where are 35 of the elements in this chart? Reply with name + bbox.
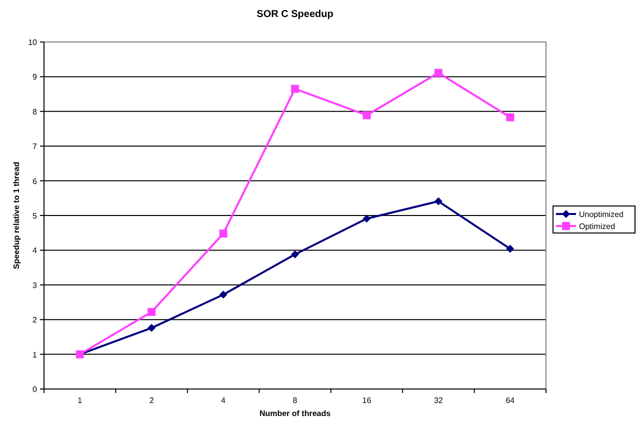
- chart-title: SOR C Speedup: [256, 9, 334, 20]
- x-tick-label: 4: [221, 396, 226, 405]
- x-tick-label: 64: [506, 396, 516, 405]
- y-tick-label: 6: [32, 176, 38, 186]
- point: [148, 324, 156, 332]
- legend-label: Unoptimized: [579, 210, 624, 219]
- point: [362, 111, 371, 120]
- point: [506, 244, 514, 253]
- point: [291, 84, 299, 93]
- y-tick-label: 7: [32, 142, 38, 152]
- x-tick-label: 16: [362, 396, 372, 405]
- y-tick-label: 8: [32, 107, 38, 116]
- y-tick-label: 3: [32, 280, 38, 290]
- y-tick-label: 4: [32, 246, 38, 256]
- y-axis-title: Speedup relative to 1 thread: [12, 162, 21, 270]
- x-axis-title: Number of threads: [259, 409, 332, 418]
- y-tick-label: 9: [32, 72, 38, 82]
- point: [148, 308, 156, 316]
- point: [506, 113, 514, 122]
- point: [362, 214, 371, 223]
- y-tick-label: 2: [32, 316, 38, 325]
- point: [291, 250, 299, 258]
- point: [434, 197, 442, 206]
- x-tick-label: 8: [292, 396, 298, 405]
- point: [434, 68, 442, 77]
- y-tick-label: 0: [32, 385, 38, 394]
- y-tick-label: 1: [32, 350, 38, 360]
- point: [219, 230, 228, 238]
- y-tick-label: 10: [28, 38, 38, 47]
- x-tick-label: 2: [149, 396, 154, 405]
- y-tick-label: 5: [32, 212, 38, 220]
- x-tick-label: 32: [434, 396, 444, 405]
- x-tick-label: 1: [78, 396, 83, 405]
- legend-label: Optimized: [579, 222, 616, 231]
- point: [219, 290, 228, 299]
